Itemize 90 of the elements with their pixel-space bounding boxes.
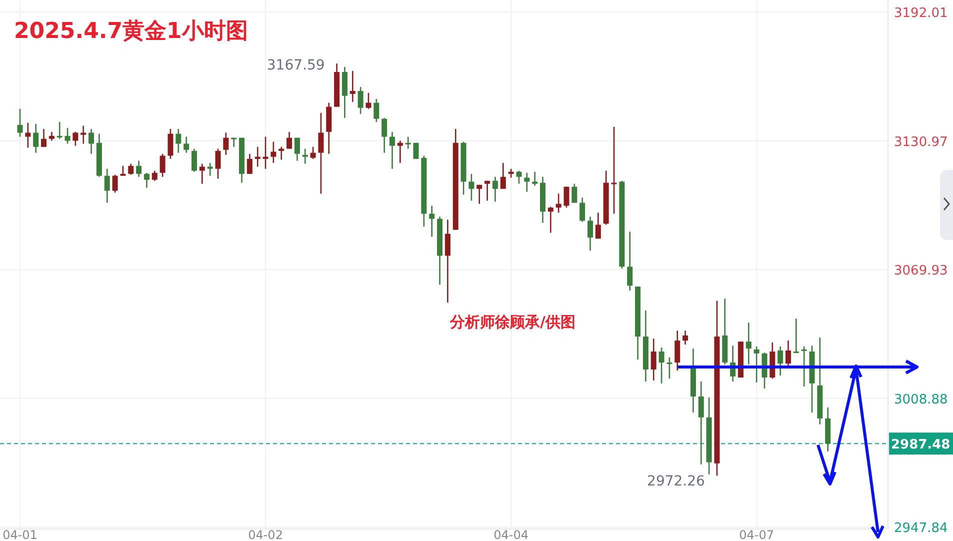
candlestick bbox=[199, 163, 205, 184]
candlestick bbox=[366, 92, 372, 110]
candlestick bbox=[64, 127, 70, 144]
candlestick bbox=[104, 168, 110, 204]
candlestick bbox=[778, 346, 784, 376]
candlestick bbox=[650, 338, 656, 382]
x-tick-label: 04-04 bbox=[494, 528, 528, 541]
candlestick bbox=[294, 137, 300, 162]
candlestick bbox=[278, 146, 284, 160]
candlestick bbox=[246, 153, 252, 175]
candlestick bbox=[674, 330, 680, 372]
candlestick bbox=[500, 162, 506, 190]
candlestick bbox=[658, 346, 664, 384]
y-tick-label: 3130.97 bbox=[894, 134, 948, 150]
candlestick bbox=[801, 346, 807, 388]
candlestick bbox=[492, 176, 498, 202]
candlestick bbox=[524, 172, 530, 192]
candlestick bbox=[350, 70, 356, 103]
candlestick bbox=[191, 148, 197, 172]
candlestick bbox=[611, 126, 617, 214]
candlestick bbox=[444, 219, 450, 304]
candlestick bbox=[41, 128, 47, 148]
candlestick bbox=[207, 162, 213, 176]
y-tick-label: 3008.88 bbox=[894, 392, 948, 408]
candlestick bbox=[476, 184, 482, 204]
candlestick bbox=[468, 173, 474, 202]
candlestick bbox=[785, 340, 791, 366]
candlestick bbox=[374, 98, 380, 123]
candlestick bbox=[72, 131, 78, 146]
candlestick bbox=[120, 165, 126, 176]
candlestick bbox=[88, 128, 94, 154]
candlestick bbox=[698, 380, 704, 466]
candlestick bbox=[144, 172, 150, 188]
candlestick bbox=[358, 86, 364, 115]
candlestick bbox=[128, 163, 134, 176]
candlestick bbox=[152, 170, 158, 182]
x-tick-label: 04-02 bbox=[248, 528, 283, 541]
candlestick bbox=[580, 197, 586, 222]
annotation: 2972.26 bbox=[647, 474, 706, 490]
x-tick-label: 04-07 bbox=[739, 528, 774, 541]
candlestick bbox=[516, 170, 522, 184]
candlestick bbox=[484, 180, 490, 202]
candlestick bbox=[262, 136, 268, 170]
candlestick bbox=[548, 206, 554, 234]
candlestick bbox=[746, 322, 752, 366]
text: 2025.4.7黄金1小时图 bbox=[14, 19, 248, 44]
candlestick bbox=[176, 128, 182, 154]
candlestick bbox=[382, 117, 388, 154]
y-tick-label: 3192.01 bbox=[894, 6, 948, 22]
candlestick bbox=[215, 148, 221, 180]
candlestick bbox=[429, 205, 435, 238]
candlestick bbox=[666, 356, 672, 380]
candlestick bbox=[413, 142, 419, 160]
candlestick bbox=[56, 121, 62, 140]
candlestick bbox=[25, 122, 31, 148]
ref-line-label: 2987.48 bbox=[891, 438, 950, 453]
candlestick bbox=[223, 132, 229, 156]
candlestick bbox=[793, 318, 799, 354]
candlestick bbox=[754, 346, 760, 384]
candlestick bbox=[595, 212, 601, 240]
annotation: 分析师徐顾承/供图 bbox=[449, 313, 576, 331]
candlestick bbox=[112, 174, 118, 194]
candlestick bbox=[168, 128, 174, 160]
candlestick bbox=[270, 141, 276, 164]
candlestick bbox=[33, 123, 39, 154]
candlestick bbox=[302, 148, 308, 164]
candlestick bbox=[80, 125, 86, 144]
candlestick bbox=[318, 112, 324, 194]
annotation: 3167.59 bbox=[266, 58, 325, 74]
y-tick-label: 3069.93 bbox=[894, 264, 948, 279]
candlestick bbox=[682, 330, 688, 346]
y-tick-label: 2947.84 bbox=[894, 521, 948, 536]
candlestick bbox=[405, 136, 411, 150]
candlestick bbox=[627, 231, 633, 292]
x-tick-label: 04-01 bbox=[2, 528, 38, 541]
candlestick bbox=[532, 171, 538, 186]
candlestick bbox=[397, 140, 403, 164]
candlestick bbox=[17, 108, 23, 138]
candlestick bbox=[587, 216, 593, 252]
candlestick bbox=[556, 193, 562, 214]
candlestick bbox=[572, 183, 578, 204]
candlestick bbox=[342, 66, 348, 119]
candlestick bbox=[136, 160, 142, 178]
candlestick bbox=[254, 146, 260, 168]
candlestick bbox=[160, 153, 166, 178]
candlestick bbox=[389, 131, 395, 170]
candlestick bbox=[310, 146, 316, 160]
candlestick bbox=[564, 186, 570, 208]
candlestick bbox=[184, 136, 190, 154]
candlestick bbox=[286, 131, 292, 150]
